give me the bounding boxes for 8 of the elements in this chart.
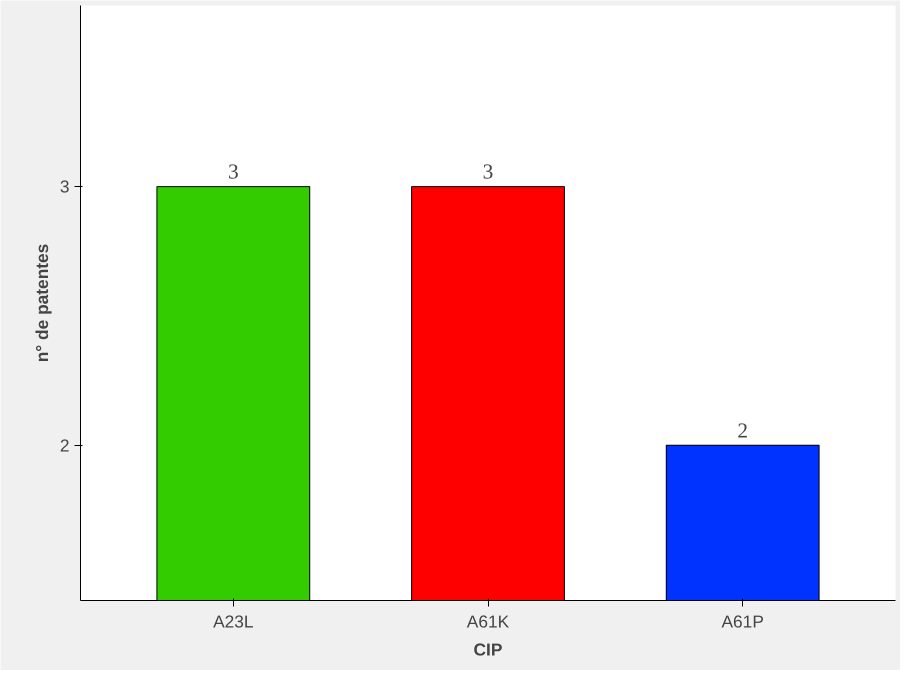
data-label: 3 bbox=[482, 160, 494, 184]
data-label: 2 bbox=[737, 418, 748, 442]
x-tick-label: A61K bbox=[466, 612, 510, 632]
data-label: 3 bbox=[228, 160, 239, 184]
x-tick-label: A61P bbox=[721, 612, 764, 632]
x-tick-label: A23L bbox=[213, 612, 254, 632]
y-axis-title: n° de patentes bbox=[32, 244, 52, 362]
x-axis-title: CIP bbox=[474, 640, 502, 660]
